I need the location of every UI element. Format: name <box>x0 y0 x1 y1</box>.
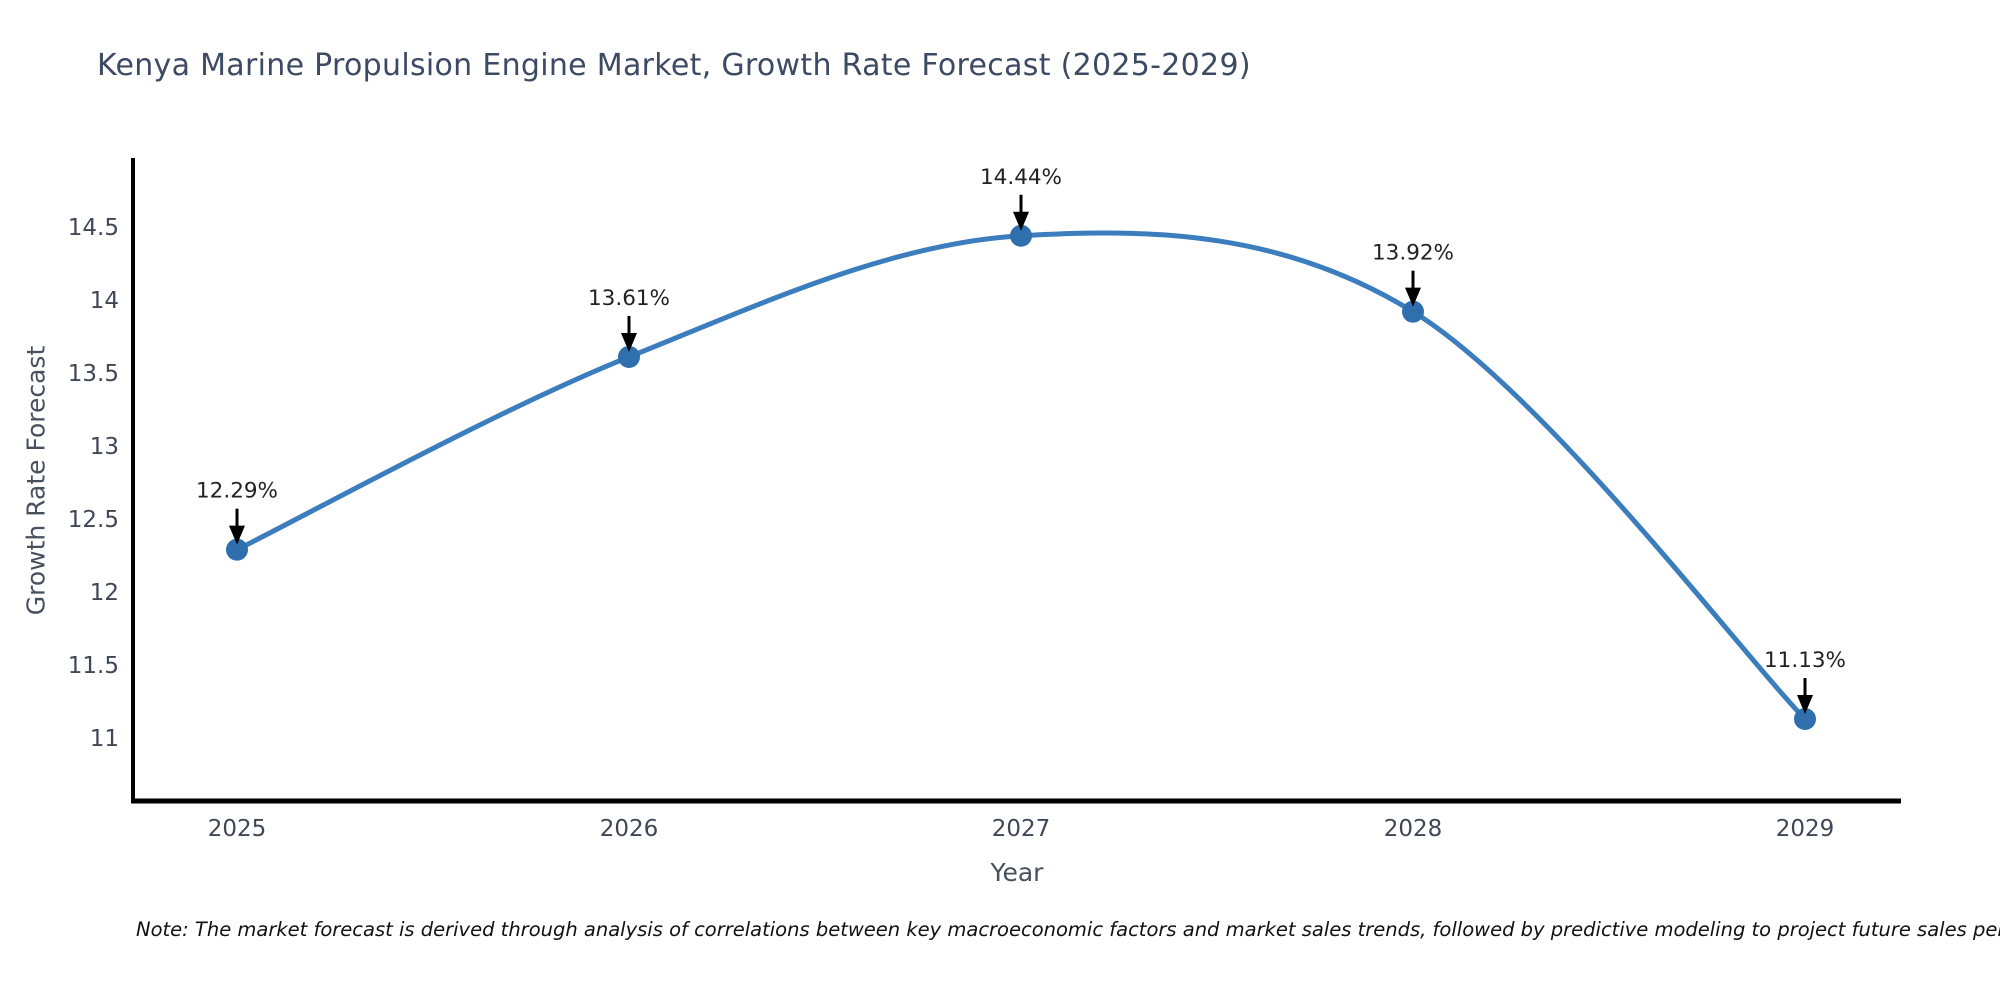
x-tick-label: 2027 <box>992 816 1051 842</box>
point-annotation-label: 11.13% <box>1764 648 1846 673</box>
y-tick-label: 13.5 <box>68 361 119 387</box>
annotation-arrowhead-icon <box>1013 211 1029 231</box>
x-tick-label: 2029 <box>1776 816 1835 842</box>
annotation-arrowhead-icon <box>229 525 245 545</box>
point-annotation-label: 13.92% <box>1372 241 1454 266</box>
y-tick-label: 11.5 <box>68 653 119 679</box>
x-tick-label: 2025 <box>208 816 267 842</box>
footnote: Note: The market forecast is derived thr… <box>136 918 2000 941</box>
data-point-marker[interactable] <box>1794 708 1816 731</box>
y-tick-label: 11 <box>90 726 119 752</box>
data-point-marker[interactable] <box>1402 300 1424 323</box>
y-tick-label: 14 <box>90 288 119 314</box>
y-tick-label: 12.5 <box>68 507 119 533</box>
y-tick-label: 14.5 <box>68 215 119 241</box>
y-tick-label: 13 <box>90 434 119 460</box>
x-tick-label: 2028 <box>1384 816 1443 842</box>
data-point-marker[interactable] <box>618 345 640 368</box>
x-tick-label: 2026 <box>600 816 659 842</box>
annotation-arrowhead-icon <box>1405 287 1421 307</box>
data-point-marker[interactable] <box>226 538 248 561</box>
data-point-marker[interactable] <box>1010 224 1032 247</box>
annotation-arrowhead-icon <box>621 332 637 352</box>
x-axis-title: Year <box>990 858 1044 887</box>
annotation-arrowhead-icon <box>1797 695 1813 715</box>
y-tick-label: 12 <box>90 580 119 606</box>
point-annotation-label: 12.29% <box>196 479 278 504</box>
point-annotation-label: 13.61% <box>588 286 670 311</box>
point-annotation-label: 14.44% <box>980 165 1062 190</box>
chart-title: Kenya Marine Propulsion Engine Market, G… <box>97 48 1251 83</box>
forecast-line <box>234 230 1808 722</box>
